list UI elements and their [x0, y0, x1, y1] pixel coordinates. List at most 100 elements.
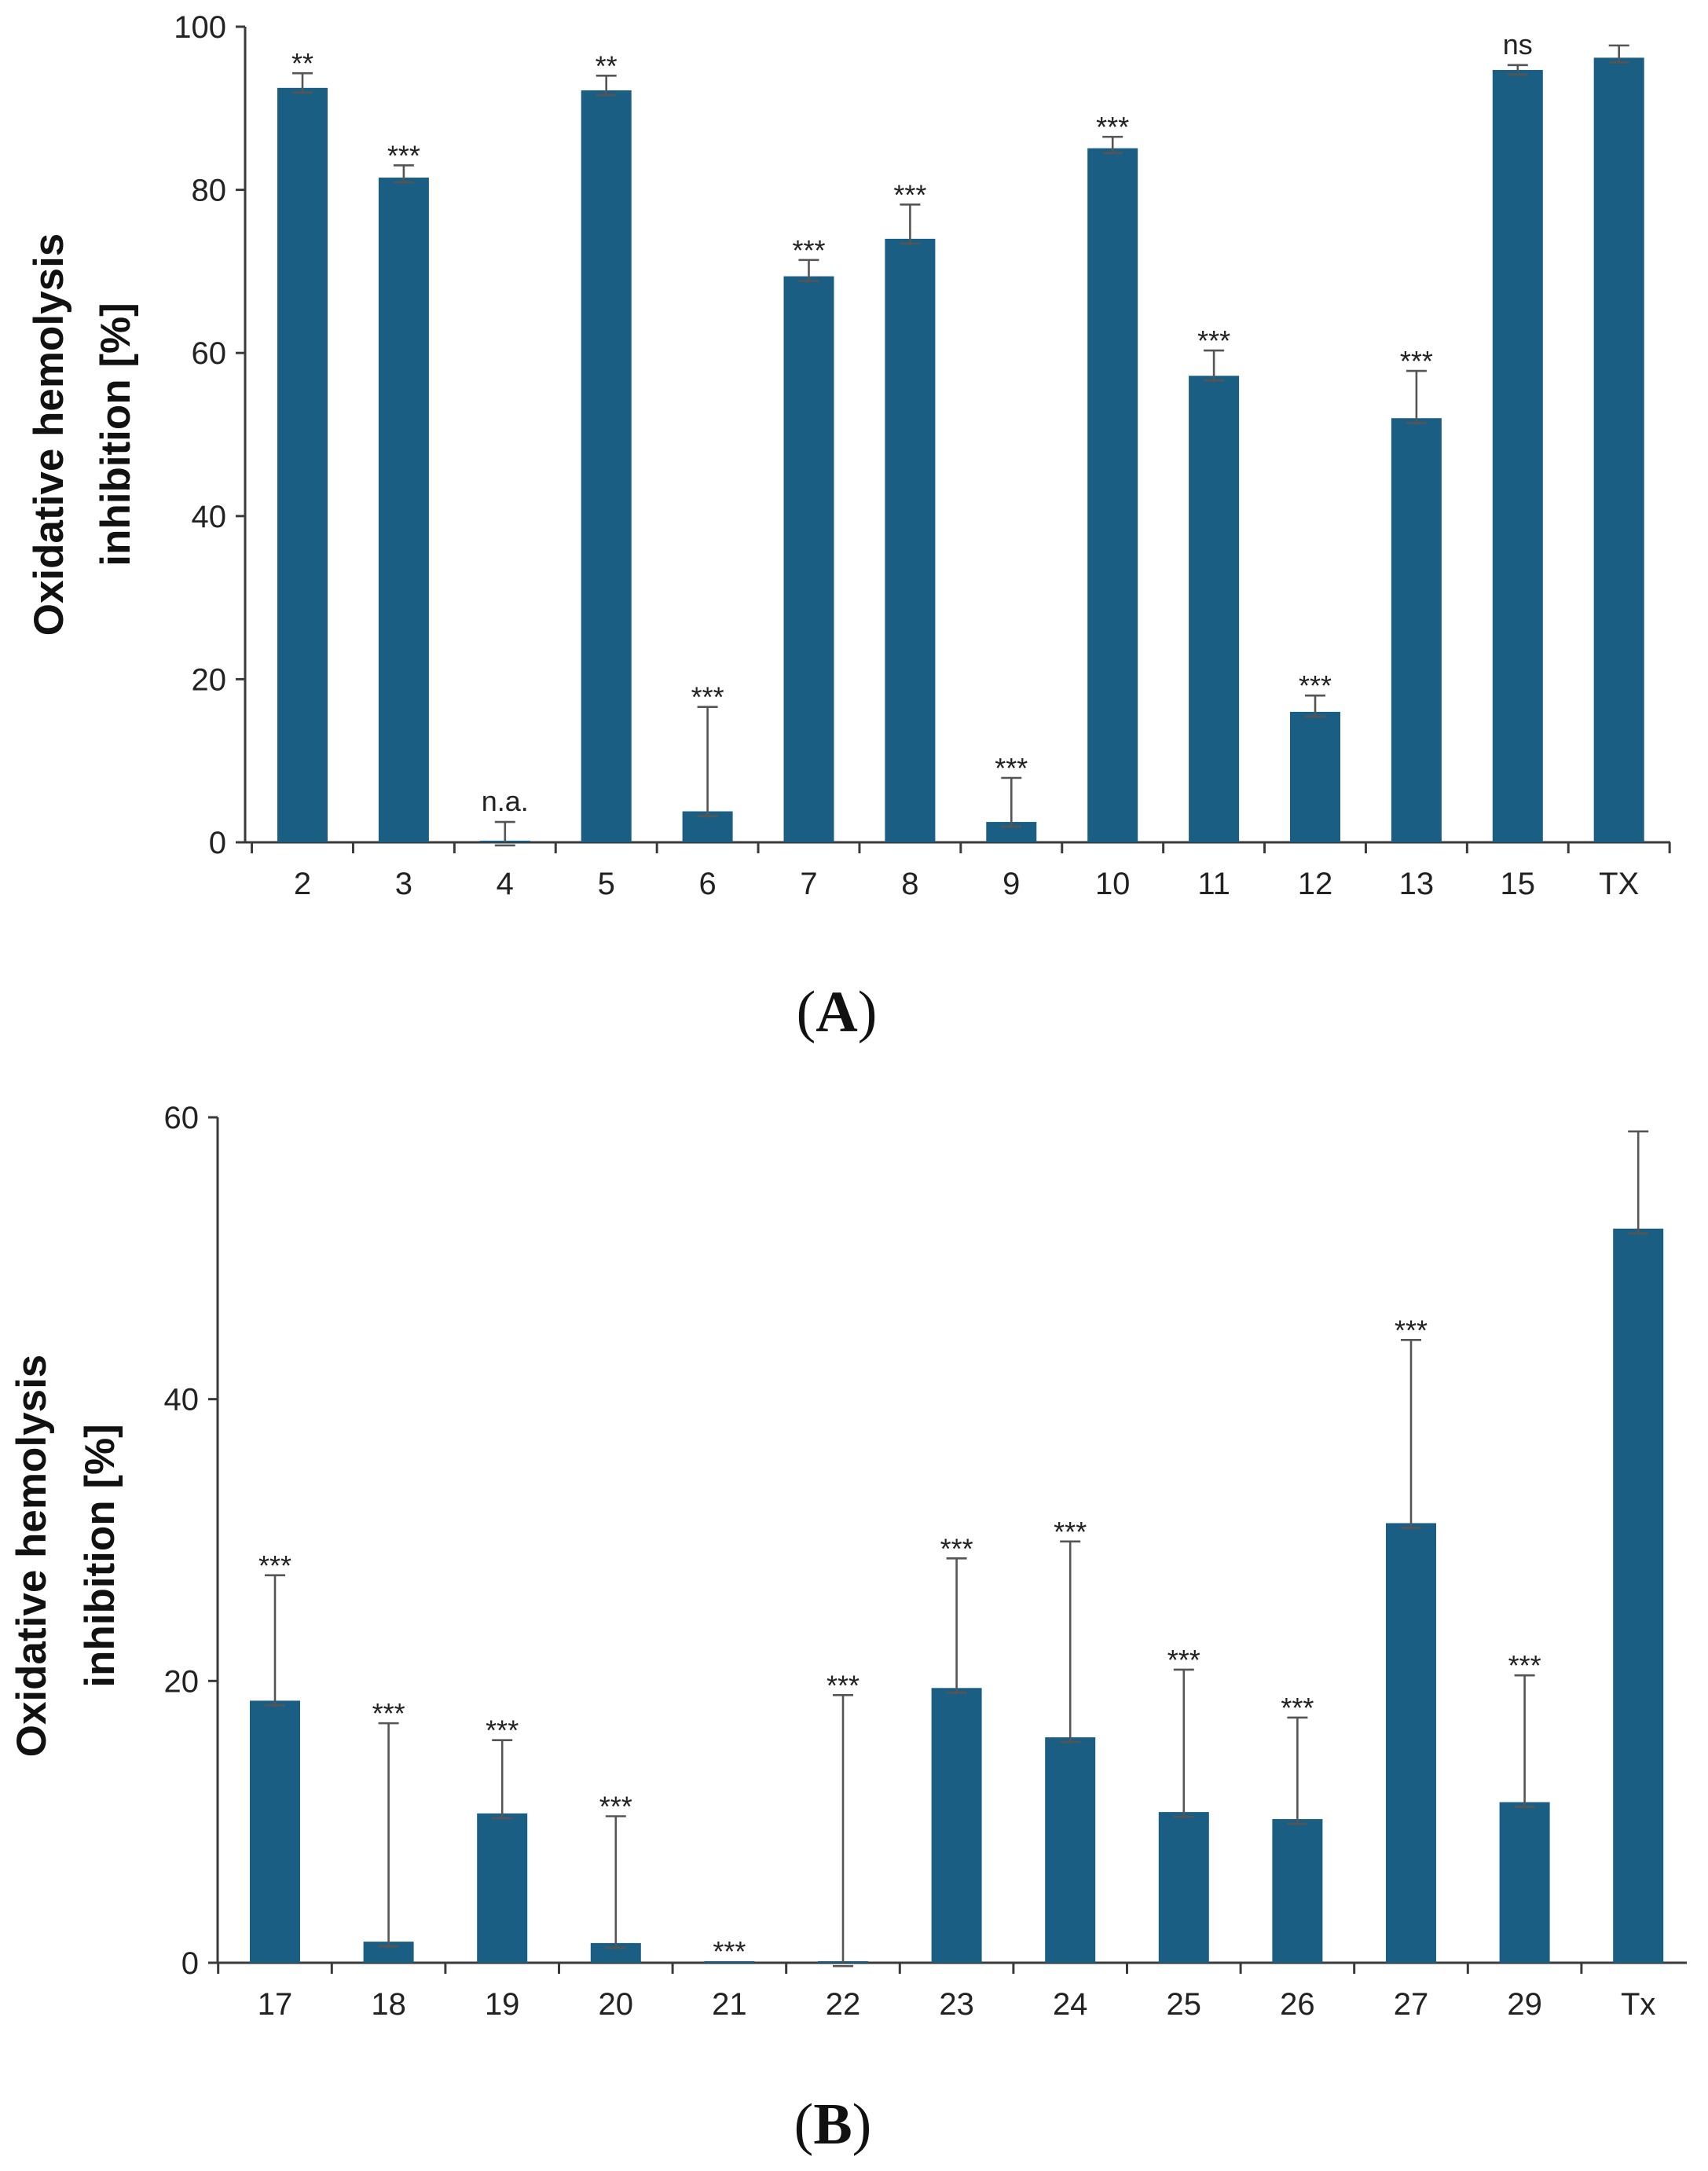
chart-b-x-tick-label: Tx	[1621, 1987, 1655, 2022]
chart-a-bar-3	[378, 178, 429, 842]
chart-b-significance-19: ***	[486, 1714, 519, 1747]
chart-b-bar-Tx	[1613, 1228, 1664, 1963]
chart-a-significance-8: ***	[893, 178, 926, 211]
chart-b-significance-labels: *** *** *** *** *** *** *** *** *** *** *** ***	[258, 1314, 1541, 1967]
chart-a-panel-label: (A)	[797, 980, 878, 1044]
chart-a-significance-11: ***	[1197, 325, 1230, 357]
chart-b-bar-23	[931, 1688, 982, 1963]
chart-b-y-label-line1: Oxidative hemolysis	[9, 1355, 55, 1758]
chart-a-bar-TX	[1593, 57, 1644, 843]
chart-b-significance-21: ***	[713, 1935, 746, 1967]
chart-b-bar-25	[1158, 1812, 1209, 1963]
chart-a-significance-labels: *****n.a.**************************ns	[291, 28, 1533, 817]
chart-a-significance-9: ***	[995, 752, 1028, 784]
chart-b-x-tick-label: 25	[1167, 1987, 1202, 2022]
chart-a-bar-11	[1189, 376, 1240, 842]
chart-a-y-label-line2: inhibition [%]	[93, 303, 139, 567]
chart-a-bar-10	[1087, 148, 1138, 843]
chart-b-bars	[250, 1228, 1664, 1963]
chart-b-y-tick-label: 40	[164, 1383, 200, 1417]
chart-a-y-ticks: 0 20 40 60 80 100	[174, 10, 245, 860]
chart-b-bar-19	[477, 1813, 528, 1963]
chart-b-x-tick-label: 29	[1507, 1987, 1542, 2022]
chart-a-significance-5: **	[596, 50, 618, 82]
chart-b-x-tick-label: 24	[1053, 1987, 1088, 2022]
chart-b-significance-17: ***	[258, 1549, 291, 1582]
chart-a-significance-7: ***	[792, 234, 825, 266]
chart-b-y-ticks: 0 20 40 60	[164, 1101, 218, 1981]
chart-a-x-tick-label: 7	[800, 867, 817, 901]
chart-b-x-tick-label: 27	[1394, 1987, 1429, 2022]
chart-b-significance-18: ***	[372, 1697, 405, 1729]
chart-b-bar-21	[704, 1961, 755, 1963]
chart-a-significance-13: ***	[1400, 345, 1433, 377]
chart-b-y-tick-label: 0	[181, 1946, 199, 1981]
chart-b-x-tick-label: 22	[826, 1987, 861, 2022]
chart-b-x-ticks: 17 18 19 20 21 22 23 24 25 26 27 29 Tx	[217, 1963, 1655, 2022]
chart-b-x-tick-label: 19	[485, 1987, 520, 2022]
chart-a-y-tick-label: 40	[192, 500, 227, 534]
chart-a-significance-12: ***	[1299, 669, 1332, 702]
chart-a-bar-2	[277, 87, 328, 843]
chart-a-x-tick-label: 12	[1298, 867, 1333, 901]
chart-b-x-tick-label: 21	[712, 1987, 747, 2022]
chart-b-error-bars	[265, 1130, 1649, 1967]
chart-a-x-tick-label: 5	[598, 867, 615, 901]
chart-b-significance-20: ***	[599, 1790, 632, 1822]
chart-b-bar-17	[250, 1700, 300, 1963]
chart-a-x-tick-label: TX	[1599, 867, 1639, 901]
chart-a-y-tick-label: 0	[209, 826, 226, 860]
chart-a-x-tick-label: 8	[901, 867, 918, 901]
chart-b-significance-27: ***	[1395, 1314, 1428, 1346]
chart-a-bar-12	[1290, 711, 1340, 842]
chart-a-y-tick-label: 100	[174, 10, 226, 45]
chart-a-bar-13	[1391, 418, 1442, 842]
chart-a-axes	[244, 27, 1670, 844]
chart-a-x-tick-label: 3	[395, 867, 412, 901]
chart-b-x-tick-label: 17	[258, 1987, 293, 2022]
chart-b-x-tick-label: 18	[371, 1987, 406, 2022]
chart-b-bar-26	[1272, 1819, 1323, 1963]
chart-b-significance-25: ***	[1167, 1644, 1200, 1676]
chart-b-panel-letter: B	[813, 2092, 852, 2157]
chart-a-significance-15: ns	[1503, 28, 1533, 61]
chart-a-y-tick-label: 60	[192, 336, 227, 371]
chart-a-x-tick-label: 6	[698, 867, 716, 901]
chart-a-error-bars	[292, 44, 1629, 847]
chart-b-significance-29: ***	[1508, 1649, 1541, 1681]
chart-b-y-tick-label: 20	[164, 1664, 200, 1699]
chart-a-y-label-line1: Oxidative hemolysis	[26, 233, 72, 636]
chart-a-x-tick-label: 13	[1399, 867, 1435, 901]
chart-a-x-tick-label: 15	[1501, 867, 1536, 901]
chart-b-bar-27	[1386, 1523, 1436, 1963]
chart-a-bar-15	[1492, 70, 1543, 843]
chart-a-bar-5	[581, 90, 632, 843]
chart-a-x-tick-label: 10	[1095, 867, 1131, 901]
chart-a-significance-4: n.a.	[482, 785, 529, 817]
chart-a-bar-8	[885, 238, 936, 842]
chart-a-bar-7	[783, 276, 834, 842]
chart-a-y-tick-label: 80	[192, 174, 227, 208]
chart-b-significance-26: ***	[1281, 1692, 1314, 1724]
chart-b-x-tick-label: 23	[939, 1987, 974, 2022]
chart-b-bar-29	[1499, 1802, 1550, 1963]
chart-b-significance-24: ***	[1054, 1516, 1087, 1548]
chart-b-y-label-line2: inhibition [%]	[77, 1424, 123, 1688]
chart-b-bar-24	[1045, 1737, 1096, 1963]
chart-a-x-tick-label: 11	[1197, 867, 1230, 901]
chart-a-significance-3: ***	[387, 139, 420, 171]
chart-b-x-tick-label: 20	[599, 1987, 634, 2022]
chart-a-bars	[277, 57, 1644, 843]
chart-a-panel-letter: A	[816, 980, 857, 1044]
chart-a-x-tick-label: 9	[1002, 867, 1020, 901]
chart-b-x-tick-label: 26	[1280, 1987, 1315, 2022]
chart-b-panel-label: (B)	[794, 2092, 872, 2157]
chart-a-significance-10: ***	[1096, 111, 1129, 143]
chart-a-x-tick-label: 2	[294, 867, 311, 901]
chart-a-significance-2: **	[291, 47, 313, 79]
chart-b-significance-22: ***	[827, 1669, 859, 1701]
chart-a-x-tick-label: 4	[497, 867, 514, 901]
